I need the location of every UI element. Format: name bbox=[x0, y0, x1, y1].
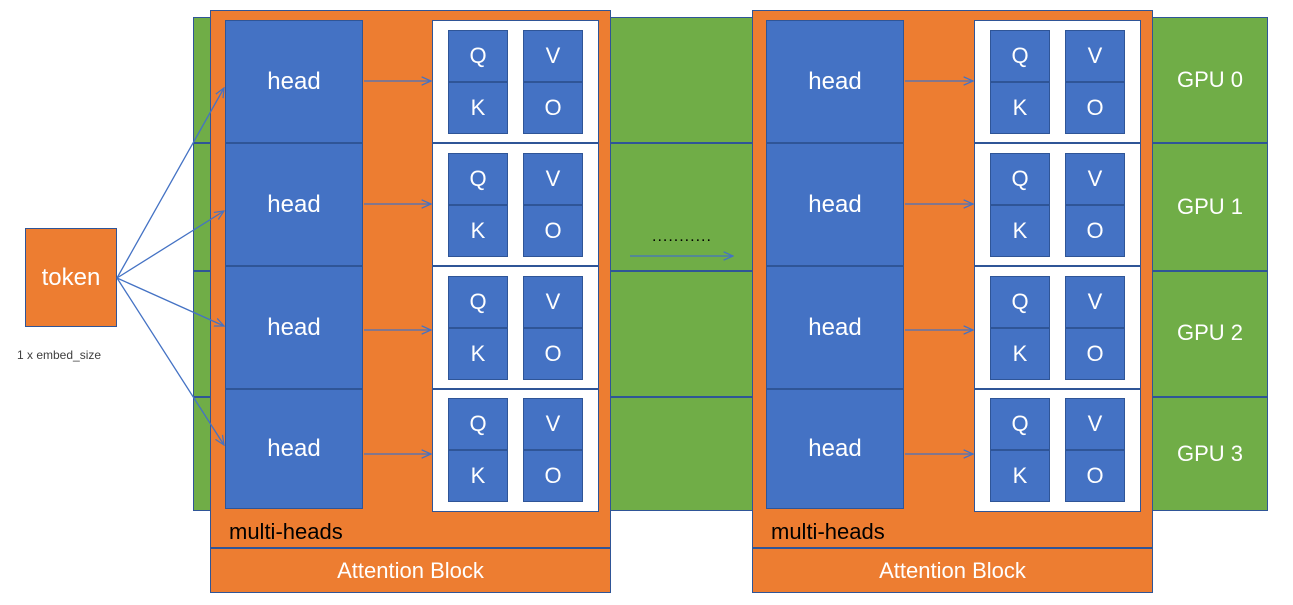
token-to-head-arrow bbox=[117, 278, 224, 445]
token-to-head-arrow bbox=[117, 88, 224, 278]
token-to-head-arrow bbox=[117, 211, 224, 278]
